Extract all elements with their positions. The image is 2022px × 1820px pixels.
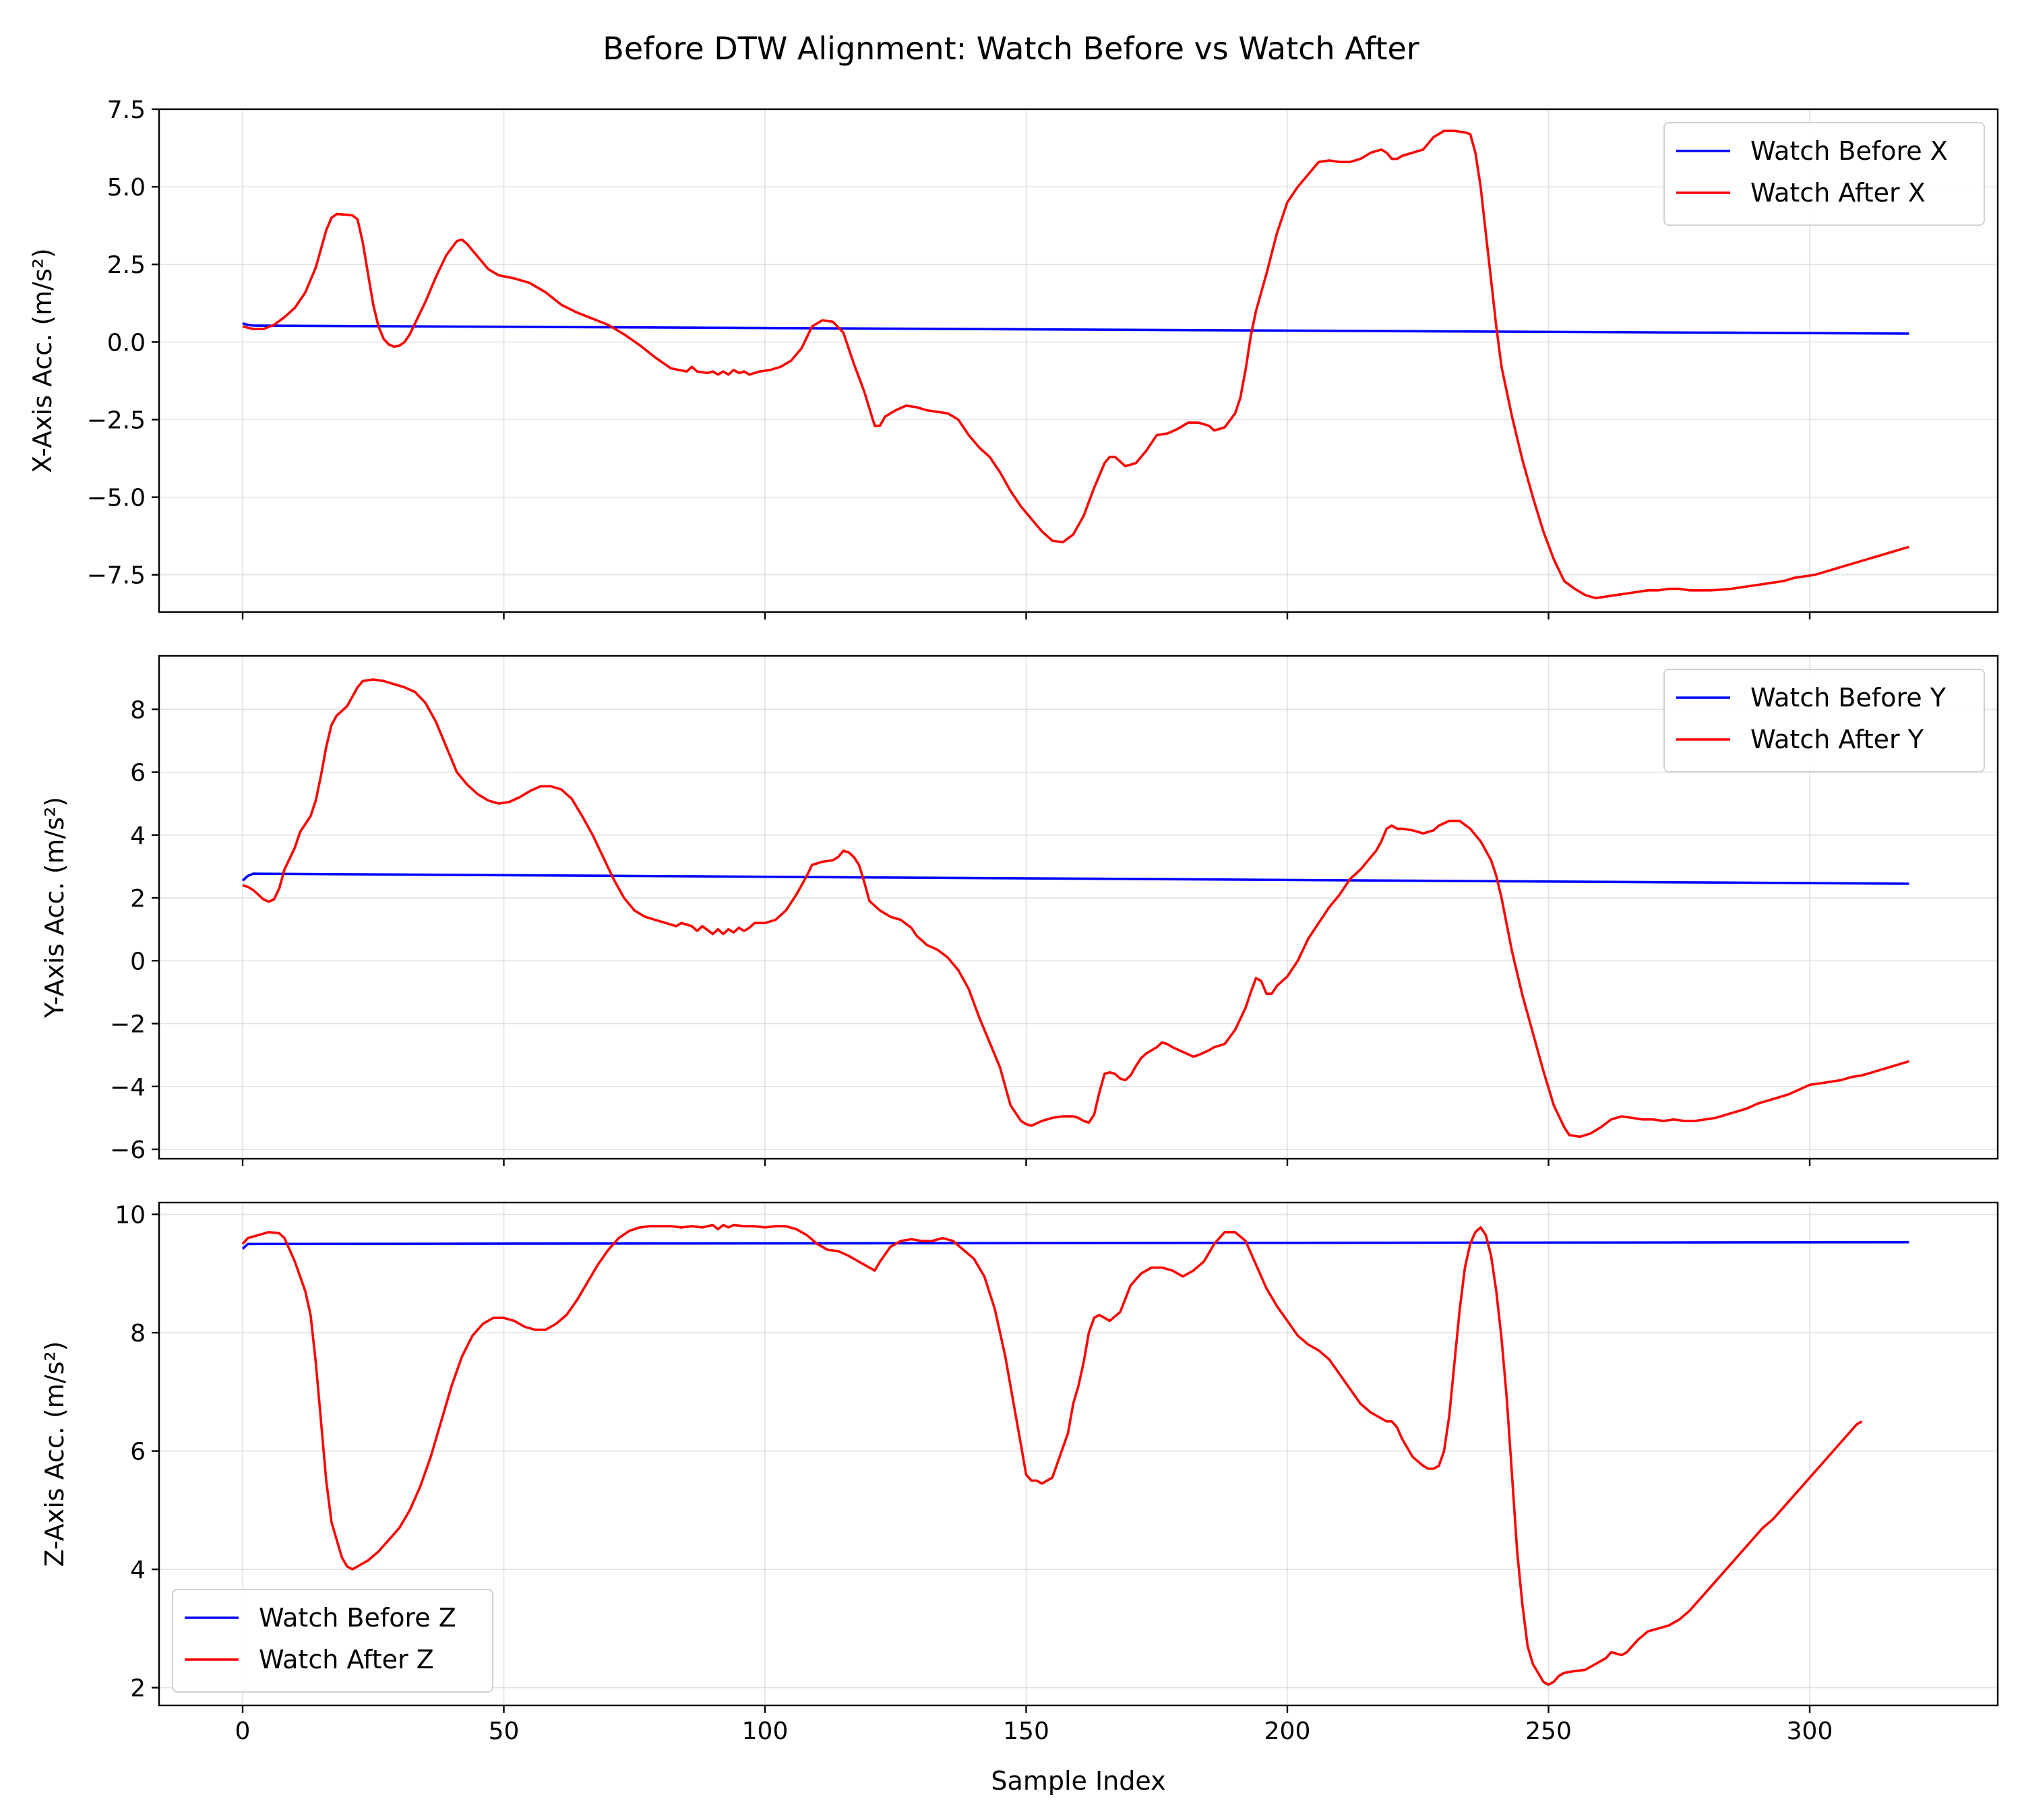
ticks-y-axis: 8 6 4 2 0 −2 −4 −6 bbox=[110, 696, 1811, 1166]
plot-frame-y-axis bbox=[158, 655, 1999, 1160]
y-axis-label-y-axis: Y-Axis Acc. (m/s²) bbox=[40, 797, 69, 1019]
y-tick-label-x-axis-3: 0.0 bbox=[107, 329, 146, 357]
y-tick-label-y-axis-4: 0 bbox=[130, 948, 146, 975]
series-lines-x-axis bbox=[242, 129, 1909, 600]
subplot-z-axis: 0 50 100 150 200 250 300 10 8 6 4 2 Z-Axis Acc. (m/… bbox=[40, 1201, 1999, 1745]
ticks-z-axis: 0 50 100 150 200 250 300 10 8 6 4 2 bbox=[115, 1202, 1833, 1745]
subplot-y-axis: 8 6 4 2 0 −2 −4 −6 Y-Axis Acc. (m/s²) Watch Bef… bbox=[40, 655, 1999, 1166]
x-tick-label-5: 250 bbox=[1525, 1718, 1572, 1745]
legend-z-axis: Watch Before Z Watch After Z bbox=[172, 1589, 493, 1693]
series-line-y-axis-watch-before bbox=[241, 872, 1909, 885]
legend-label-y-axis-0: Watch Before Y bbox=[1750, 683, 1947, 712]
y-tick-label-x-axis-4: −2.5 bbox=[87, 406, 146, 434]
series-lines-z-axis bbox=[241, 1223, 1909, 1687]
subplot-x-axis: 7.5 5.0 2.5 0.0 −2.5 −5.0 −7.5 X-Axis Acc. (m/… bbox=[28, 96, 1999, 619]
plot-frame-x-axis bbox=[158, 108, 1999, 613]
series-line-z-axis-watch-after bbox=[241, 1223, 1863, 1687]
series-line-z-axis-watch-before bbox=[241, 1241, 1909, 1250]
y-tick-label-z-axis-4: 2 bbox=[130, 1675, 146, 1703]
y-tick-label-z-axis-1: 8 bbox=[130, 1320, 146, 1347]
series-line-x-axis-watch-before bbox=[242, 322, 1909, 335]
legend-x-axis: Watch Before X Watch After X bbox=[1663, 122, 1985, 226]
y-tick-label-x-axis-1: 5.0 bbox=[107, 174, 146, 202]
figure-title: Before DTW Alignment: Watch Before vs Wa… bbox=[603, 30, 1419, 67]
legend-label-z-axis-1: Watch After Z bbox=[259, 1645, 434, 1674]
y-tick-label-x-axis-5: −5.0 bbox=[87, 485, 146, 512]
series-lines-y-axis bbox=[241, 678, 1909, 1139]
x-tick-label-3: 150 bbox=[1003, 1718, 1049, 1745]
ticks-x-axis: 7.5 5.0 2.5 0.0 −2.5 −5.0 −7.5 bbox=[87, 96, 1811, 619]
grid-y-axis bbox=[159, 656, 1998, 1159]
x-tick-label-6: 300 bbox=[1787, 1718, 1833, 1745]
x-tick-label-2: 100 bbox=[742, 1718, 789, 1745]
y-tick-label-z-axis-0: 10 bbox=[115, 1202, 146, 1230]
y-tick-label-y-axis-3: 2 bbox=[130, 885, 146, 913]
y-tick-label-y-axis-0: 8 bbox=[130, 696, 146, 724]
y-tick-label-z-axis-3: 4 bbox=[130, 1556, 146, 1584]
y-tick-label-x-axis-2: 2.5 bbox=[107, 251, 146, 279]
legend-box-y-axis bbox=[1663, 669, 1985, 772]
y-tick-label-y-axis-6: −4 bbox=[110, 1074, 146, 1101]
plot-frame-z-axis bbox=[158, 1201, 1999, 1707]
y-tick-label-y-axis-5: −2 bbox=[110, 1011, 146, 1039]
x-axis-label: Sample Index bbox=[991, 1766, 1165, 1796]
series-line-y-axis-watch-after bbox=[242, 678, 1909, 1139]
legend-label-y-axis-1: Watch After Y bbox=[1750, 725, 1924, 754]
x-tick-label-1: 50 bbox=[489, 1718, 520, 1745]
y-axis-label-z-axis: Z-Axis Acc. (m/s²) bbox=[40, 1341, 69, 1567]
legend-label-x-axis-1: Watch After X bbox=[1750, 178, 1926, 208]
y-tick-label-x-axis-0: 7.5 bbox=[107, 96, 146, 124]
grid-x-axis bbox=[159, 109, 1998, 612]
x-tick-label-4: 200 bbox=[1264, 1718, 1311, 1745]
y-tick-label-y-axis-2: 4 bbox=[130, 822, 146, 850]
y-tick-label-z-axis-2: 6 bbox=[130, 1438, 146, 1466]
y-tick-label-y-axis-7: −6 bbox=[110, 1136, 146, 1164]
legend-label-z-axis-0: Watch Before Z bbox=[259, 1603, 456, 1633]
legend-y-axis: Watch Before Y Watch After Y bbox=[1663, 669, 1985, 772]
legend-box-x-axis bbox=[1663, 122, 1985, 226]
x-tick-label-0: 0 bbox=[235, 1718, 251, 1745]
legend-box-z-axis bbox=[172, 1589, 493, 1693]
y-tick-label-x-axis-6: −7.5 bbox=[87, 562, 146, 590]
y-axis-label-x-axis: X-Axis Acc. (m/s²) bbox=[28, 248, 57, 473]
series-line-x-axis-watch-after bbox=[242, 129, 1909, 600]
legend-label-x-axis-0: Watch Before X bbox=[1750, 136, 1948, 166]
y-tick-label-y-axis-1: 6 bbox=[130, 760, 146, 787]
